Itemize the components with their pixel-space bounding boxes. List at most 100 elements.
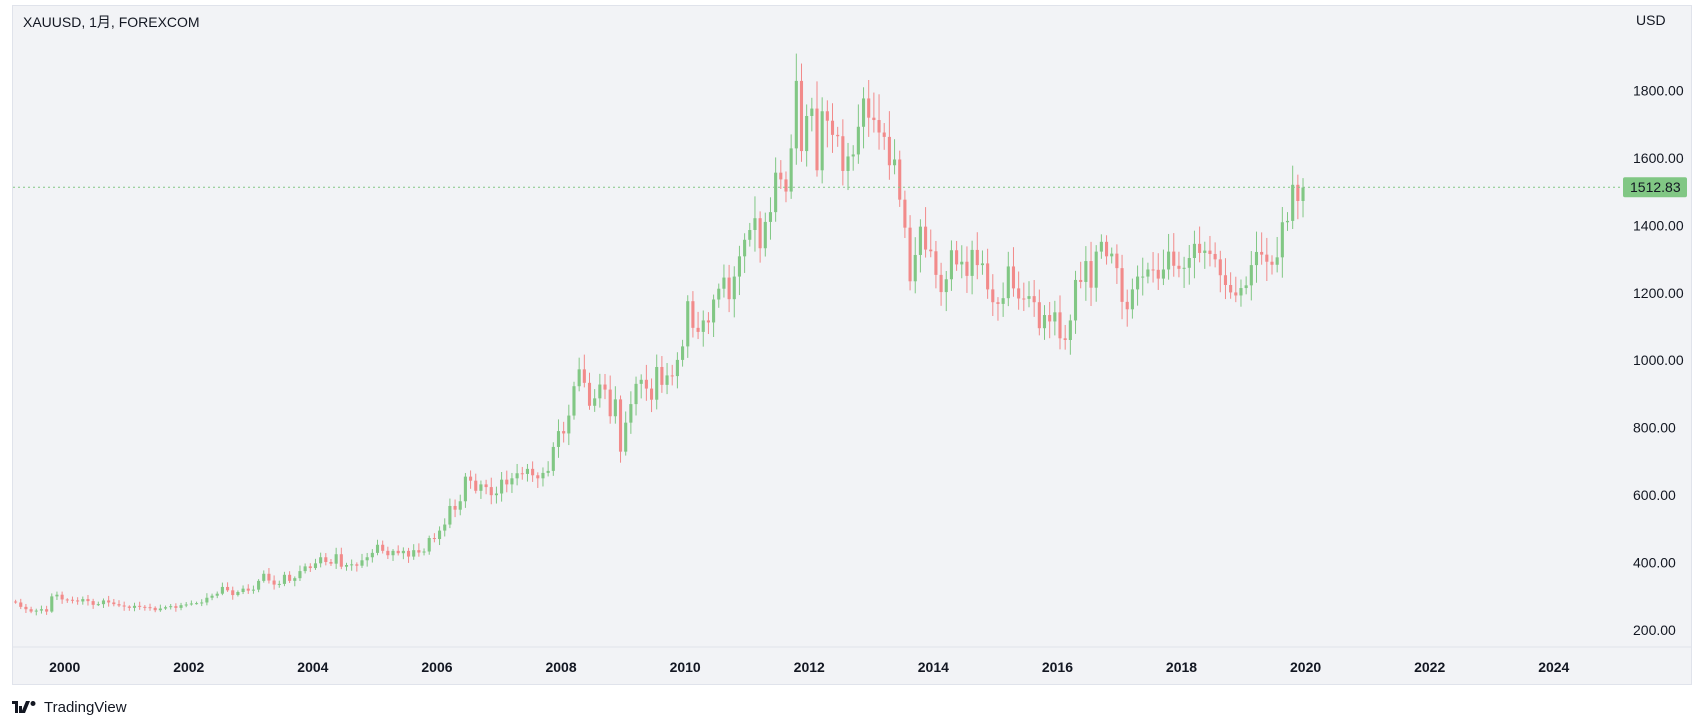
candle: [737, 245, 741, 296]
price-tick-label: 1400.00: [1633, 217, 1684, 233]
candle-body: [758, 218, 762, 249]
candle-body: [412, 550, 416, 557]
candle-body: [339, 554, 343, 567]
time-axis[interactable]: 2000 2002 2004 2006 2008 2010 2012 2014 2016 2018…: [49, 659, 1569, 675]
candle: [91, 598, 95, 609]
candle-body: [1125, 301, 1129, 310]
candle: [1110, 247, 1114, 264]
candle: [14, 599, 18, 604]
candle: [598, 373, 602, 408]
candle-body: [717, 288, 721, 300]
candle-body: [691, 301, 695, 328]
candle-body: [117, 604, 121, 606]
symbol-legend[interactable]: XAUUSD, 1月, FOREXCOM: [23, 14, 200, 30]
candle-body: [1099, 241, 1103, 252]
footer-branding[interactable]: TradingView: [12, 696, 127, 718]
candle: [169, 603, 173, 610]
candle-body: [391, 550, 395, 556]
candle: [872, 92, 876, 133]
candle-body: [469, 476, 473, 481]
candle: [1187, 245, 1191, 285]
candle-body: [396, 550, 400, 554]
candle: [226, 582, 230, 592]
candle-body: [898, 159, 902, 200]
candle-body: [825, 111, 829, 121]
candle: [1125, 289, 1129, 327]
candle-body: [344, 565, 349, 567]
candle: [608, 375, 612, 424]
candle-body: [282, 574, 286, 584]
candle: [1037, 289, 1041, 336]
candle-body: [851, 154, 855, 157]
price-tick-label: 1000.00: [1633, 352, 1684, 368]
candle-body: [629, 404, 633, 423]
candlestick-chart[interactable]: 200.00 400.00 600.00 800.00 1000.00 1200.00 14…: [13, 6, 1691, 684]
candle-body: [50, 596, 54, 612]
candle: [1053, 300, 1057, 336]
candle: [696, 311, 700, 340]
candle: [1099, 234, 1103, 259]
candle-body: [712, 299, 716, 323]
candle: [282, 571, 286, 587]
candle-body: [1053, 312, 1057, 322]
candle-body: [169, 606, 173, 608]
candle-body: [810, 108, 814, 116]
candle: [443, 518, 447, 537]
candle: [210, 593, 214, 601]
candle-body: [1223, 275, 1228, 286]
candle: [1089, 241, 1093, 306]
candle-body: [205, 597, 209, 603]
candle-body: [174, 606, 178, 608]
candle-body: [1048, 315, 1052, 322]
candle-body: [986, 263, 990, 290]
candle: [649, 378, 654, 413]
candle: [1136, 265, 1140, 306]
candle: [500, 471, 504, 502]
candle: [1058, 295, 1062, 350]
candle-body: [86, 599, 90, 602]
candle-body: [1079, 279, 1083, 282]
candle: [644, 364, 648, 401]
candle: [1042, 305, 1047, 340]
candle: [293, 576, 297, 587]
candle-body: [122, 605, 126, 607]
candle-body: [226, 586, 230, 591]
candle: [924, 207, 928, 258]
candle-body: [1285, 220, 1290, 223]
candle: [665, 363, 669, 395]
candle-body: [246, 588, 250, 591]
candle-body: [500, 479, 504, 494]
candle-body: [587, 382, 592, 406]
date-tick-label: 2012: [794, 659, 825, 675]
candle: [1244, 276, 1248, 295]
candle-body: [448, 505, 452, 525]
candle: [81, 596, 85, 605]
candle-body: [965, 261, 969, 276]
candle-body: [401, 550, 405, 554]
candle-body: [934, 251, 938, 275]
candle: [55, 591, 59, 600]
candle: [215, 591, 219, 599]
candle: [531, 461, 535, 482]
candle: [174, 603, 178, 612]
candle-body: [489, 487, 493, 496]
candle: [334, 547, 338, 569]
date-tick-label: 2022: [1414, 659, 1445, 675]
candle: [308, 563, 312, 572]
candle: [701, 310, 705, 347]
candle-body: [1146, 269, 1150, 277]
candle-body: [386, 550, 390, 556]
candle-body: [1291, 184, 1295, 221]
candle: [329, 559, 333, 566]
candle: [887, 111, 891, 180]
candle-body: [138, 605, 142, 607]
candle-body: [375, 544, 380, 553]
candle: [1063, 324, 1067, 350]
candle-body: [820, 111, 824, 171]
candle-body: [1073, 279, 1078, 321]
candle: [189, 600, 193, 606]
candle-body: [799, 80, 804, 152]
price-axis[interactable]: 200.00 400.00 600.00 800.00 1000.00 1200.00 14…: [1633, 82, 1684, 638]
candle: [603, 373, 607, 400]
candle-body: [1172, 251, 1176, 266]
